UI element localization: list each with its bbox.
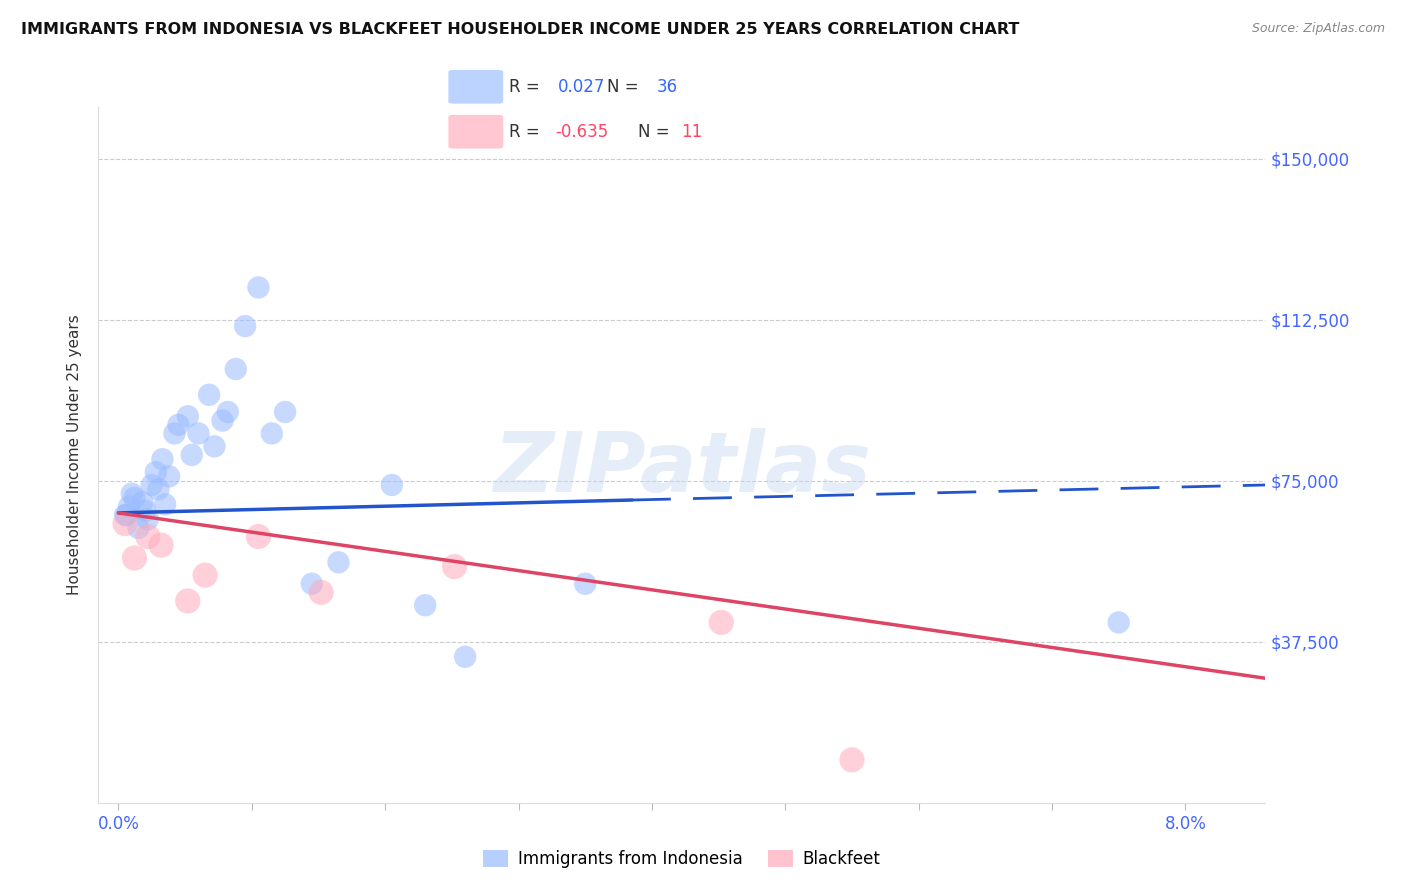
Point (301, 576, 323, 591)
Text: ZIPatlas: ZIPatlas (494, 428, 870, 509)
Y-axis label: Householder Income Under 25 years: Householder Income Under 25 years (67, 315, 83, 595)
Point (233, 319, 256, 334)
Legend: Immigrants from Indonesia, Blackfeet: Immigrants from Indonesia, Blackfeet (477, 843, 887, 874)
Point (163, 426, 186, 441)
Text: N =: N = (607, 78, 644, 95)
Point (217, 405, 239, 419)
Point (1108, 615, 1130, 630)
Point (381, 478, 404, 492)
Point (180, 448, 202, 462)
Point (177, 594, 200, 608)
Point (145, 465, 167, 479)
Point (124, 551, 146, 566)
Point (274, 405, 297, 419)
Point (127, 521, 149, 535)
Text: IMMIGRANTS FROM INDONESIA VS BLACKFEET HOUSEHOLDER INCOME UNDER 25 YEARS CORRELA: IMMIGRANTS FROM INDONESIA VS BLACKFEET H… (21, 22, 1019, 37)
Point (121, 486, 143, 500)
Point (198, 388, 221, 402)
Point (152, 452, 174, 467)
Point (247, 529, 270, 543)
Point (136, 512, 159, 526)
FancyBboxPatch shape (449, 115, 503, 149)
Text: 36: 36 (657, 78, 678, 95)
Point (187, 426, 209, 441)
Point (131, 495, 153, 509)
Point (574, 576, 596, 591)
Point (413, 599, 436, 613)
Text: R =: R = (509, 78, 544, 95)
Point (157, 469, 180, 483)
Point (150, 538, 173, 552)
Point (328, 555, 350, 569)
Point (194, 568, 217, 582)
Point (710, 615, 733, 630)
Text: 11: 11 (682, 123, 703, 141)
Point (114, 508, 136, 522)
Point (225, 362, 247, 376)
Text: R =: R = (509, 123, 544, 141)
Point (114, 516, 136, 531)
Point (309, 585, 332, 599)
Point (177, 409, 200, 424)
FancyBboxPatch shape (449, 70, 503, 103)
Point (443, 559, 465, 574)
Point (124, 491, 146, 505)
Point (115, 508, 138, 522)
Point (454, 649, 477, 664)
Point (260, 426, 283, 441)
Point (841, 753, 863, 767)
Text: -0.635: -0.635 (555, 123, 609, 141)
Point (247, 280, 270, 294)
Point (134, 504, 156, 518)
Point (141, 478, 163, 492)
Point (136, 529, 159, 543)
Text: N =: N = (637, 123, 675, 141)
Point (153, 497, 176, 511)
Point (167, 417, 190, 432)
Point (204, 439, 226, 453)
Point (118, 500, 141, 514)
Text: 0.027: 0.027 (558, 78, 606, 95)
Point (148, 483, 170, 497)
Text: Source: ZipAtlas.com: Source: ZipAtlas.com (1251, 22, 1385, 36)
Point (211, 413, 233, 427)
